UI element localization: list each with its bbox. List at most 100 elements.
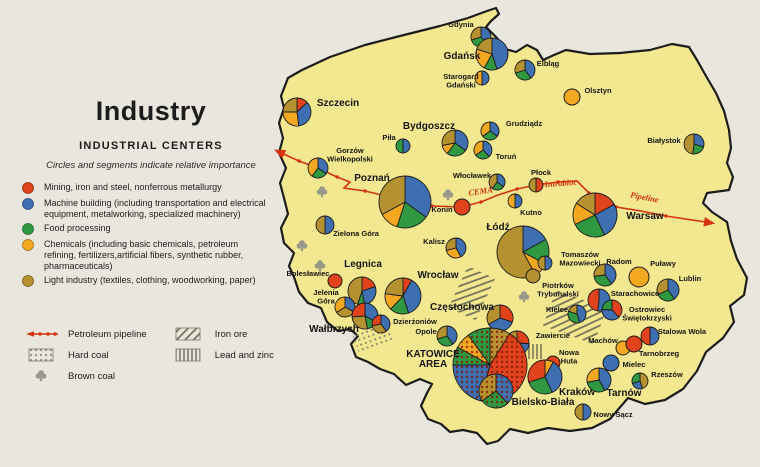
city-poznan: Poznań [354, 173, 432, 229]
city-nowy-sacz: Nowy Sącz [574, 403, 633, 421]
city-label: Kielce [546, 305, 568, 314]
city-pie-segment [593, 263, 606, 277]
city-kalisz: Kalisz [423, 237, 467, 259]
city-pie-segment [601, 299, 613, 311]
city-pie-segment [395, 138, 404, 154]
city-pie-segment [486, 304, 501, 325]
city-label: Starogard Gdański [443, 72, 479, 90]
city-label: Piła [382, 133, 396, 142]
brown-coal-icon [35, 370, 47, 382]
city-pie-segment [282, 97, 298, 113]
city-label: KATOWICE AREA [406, 349, 460, 370]
city-boleslawiec: Bolesławiec [287, 269, 343, 289]
brown-coal-icon [518, 291, 530, 303]
legend-category-chemicals: Chemicals (including basic chemicals, pe… [14, 239, 288, 272]
city-label: Gdynia [448, 20, 474, 29]
legend-symbols: Petroleum pipeline Hard coal Brown coal … [24, 327, 274, 383]
city-warsaw: Warsaw [572, 192, 664, 238]
city-pie-segment [441, 129, 456, 146]
city-label: Grudziądz [506, 119, 543, 128]
city-label: Zawiercie [536, 331, 570, 340]
city-pie-segment [587, 288, 600, 312]
legend-category-machine: Machine building (including transportati… [14, 198, 288, 220]
city-jelenia-gora: Jelenia Góra [313, 288, 356, 318]
city-label: Bolesławiec [287, 269, 330, 278]
city-pie-segment [604, 263, 617, 285]
city-pie-segment [454, 129, 469, 152]
city-label: Toruń [496, 152, 517, 161]
city-pie-segment [499, 304, 514, 323]
city-tarnobrzeg: Tarnobrzeg [625, 335, 680, 358]
city-pie-segment [567, 304, 578, 315]
city-label: Dzierżoniów [393, 317, 437, 326]
city-pie [327, 273, 343, 289]
city-label: Elbląg [537, 59, 560, 68]
legend-category-light: Light industry (textiles, clothing, wood… [14, 275, 288, 288]
city-label: Piotrków Trybunalski [537, 281, 579, 299]
city-label: Tarnów [607, 388, 642, 399]
city-grudziadz: Grudziądz [480, 119, 543, 141]
city-pie-segment [402, 279, 422, 314]
brown-coal-icon [316, 186, 328, 198]
city-tarnow: Tarnów [586, 367, 642, 399]
city-pie-segment [683, 133, 695, 155]
city-label: Machów [588, 336, 618, 345]
city-label: Bielsko-Biała [512, 397, 575, 408]
city-label: Zielona Góra [333, 229, 380, 238]
city-pie-segment [446, 325, 458, 345]
mining-dot-icon [22, 182, 34, 194]
city-olsztyn: Olsztyn [563, 86, 612, 106]
city-label: Jelenia Góra [313, 288, 339, 306]
city-pie-segment [631, 372, 641, 384]
city-pie [602, 354, 620, 372]
city-label: Warsaw [626, 211, 664, 222]
city-opole: Opole [415, 325, 458, 347]
city-pie-segment [334, 296, 346, 313]
city-legnica: Legnica [344, 259, 382, 306]
city-pie-segment [476, 37, 493, 55]
legend-symbol-brown-coal: Brown coal [24, 369, 147, 383]
brown-coal-layer [296, 186, 530, 303]
city-label: Kalisz [423, 237, 445, 246]
hard-coal-icon [28, 348, 54, 362]
chemicals-dot-icon [22, 239, 34, 251]
brown-coal-icon [296, 240, 308, 252]
city-label: Tomaszów Mazowiecki [559, 250, 600, 268]
city-label: Nowa Huta [559, 348, 580, 366]
city-pie-segment [667, 278, 680, 300]
city-pie [453, 198, 471, 216]
city-pie-segment [640, 326, 651, 346]
city-pie-segment [480, 121, 491, 137]
city-label: Białystok [647, 136, 681, 145]
legend-symbol-label: Hard coal [68, 349, 109, 361]
city-pie-segment [470, 26, 482, 41]
city-pie-segment [544, 361, 563, 393]
city-label: Częstochowa [430, 302, 494, 313]
city-pie-segment [473, 140, 484, 156]
city-label: Poznań [354, 173, 390, 184]
legend-categories: Mining, iron and steel, nonferrous metal… [14, 182, 288, 288]
city-pie-segment [639, 372, 649, 390]
city-pie-segment [378, 175, 406, 215]
pipeline-icon [26, 331, 58, 337]
city-label: Opole [415, 327, 436, 336]
city-pie-segment [474, 70, 483, 86]
legend-category-label: Light industry (textiles, clothing, wood… [44, 275, 256, 285]
city-label: Płock [531, 168, 552, 177]
city-label: Puławy [650, 259, 677, 268]
city-pie-segment [402, 138, 411, 154]
city-pie-segment [544, 255, 553, 271]
legend-category-food: Food processing [14, 223, 288, 236]
city-tomaszow-mazowiecki: Tomaszów Mazowiecki [537, 250, 601, 271]
city-bydgoszcz: Bydgoszcz [403, 121, 469, 157]
legend-category-label: Chemicals (including basic chemicals, pe… [44, 239, 244, 271]
legend-panel: Industry INDUSTRIAL CENTERS Circles and … [14, 96, 288, 291]
city-lublin: Lublin [656, 274, 702, 302]
city-label: Stalowa Wola [658, 327, 707, 336]
city-pie-segment [351, 302, 366, 318]
city-wloclawek: Włocławek [453, 171, 506, 191]
city-label: Starachowice [611, 289, 659, 298]
page-title: Industry [95, 96, 207, 126]
